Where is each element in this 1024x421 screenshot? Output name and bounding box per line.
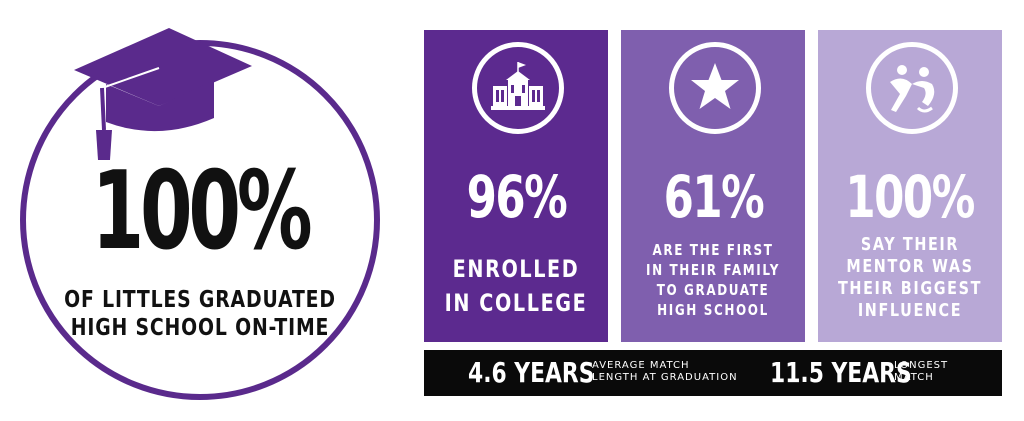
- graduation-cap-icon: [74, 28, 252, 160]
- panel-label-line: MENTOR WAS: [846, 256, 974, 277]
- college-enrollment-percentage: 96%: [466, 163, 567, 231]
- bar-note-line: LONGEST: [894, 360, 949, 371]
- icon-ring: [669, 42, 761, 134]
- average-match-length-note: AVERAGE MATCH LENGTH AT GRADUATION: [592, 360, 738, 384]
- school-building-icon: [491, 62, 545, 110]
- panel-label-line: IN COLLEGE: [444, 289, 588, 317]
- college-enrollment-label: ENROLLED IN COLLEGE: [424, 252, 608, 320]
- panel-label-line: SAY THEIR: [860, 234, 960, 255]
- first-generation-percentage: 61%: [663, 163, 764, 231]
- panel-label-line: IN THEIR FAMILY: [646, 261, 780, 279]
- bar-note-line: AVERAGE MATCH: [592, 360, 690, 371]
- graduation-label-line-2: HIGH SCHOOL ON-TIME: [70, 315, 330, 341]
- bar-note-line: LENGTH AT GRADUATION: [592, 372, 738, 383]
- bar-note-line: MATCH: [894, 372, 934, 383]
- longest-match-value: 11.5 YEARS: [770, 356, 912, 389]
- graduation-percentage: 100%: [91, 149, 313, 274]
- mentor-figures-icon: [890, 65, 935, 113]
- match-stats-bar: 4.6 YEARS AVERAGE MATCH LENGTH AT GRADUA…: [424, 350, 1002, 396]
- mentor-influence-panel: 100% SAY THEIR MENTOR WAS THEIR BIGGEST …: [818, 30, 1002, 342]
- mentor-influence-percentage: 100%: [845, 163, 976, 231]
- college-enrollment-panel: 96% ENROLLED IN COLLEGE: [424, 30, 608, 342]
- star-icon: [691, 63, 739, 109]
- icon-ring: [866, 42, 958, 134]
- first-generation-panel: 61% ARE THE FIRST IN THEIR FAMILY TO GRA…: [621, 30, 805, 342]
- panel-label-line: TO GRADUATE: [656, 281, 770, 299]
- icon-ring: [472, 42, 564, 134]
- mentor-influence-label: SAY THEIR MENTOR WAS THEIR BIGGEST INFLU…: [818, 234, 1002, 322]
- panel-label-line: ENROLLED: [452, 255, 580, 283]
- panel-label-line: HIGH SCHOOL: [657, 301, 769, 319]
- longest-match-note: LONGEST MATCH: [894, 360, 948, 384]
- average-match-length-value: 4.6 YEARS: [468, 356, 595, 389]
- panel-label-line: INFLUENCE: [857, 300, 963, 321]
- first-generation-label: ARE THE FIRST IN THEIR FAMILY TO GRADUAT…: [621, 240, 805, 320]
- graduation-label: OF LITTLES GRADUATED HIGH SCHOOL ON-TIME: [20, 286, 380, 342]
- panel-label-line: ARE THE FIRST: [652, 241, 774, 259]
- graduation-label-line-1: OF LITTLES GRADUATED: [64, 287, 336, 313]
- panel-label-line: THEIR BIGGEST: [838, 278, 982, 299]
- graduation-stat-block: 100% OF LITTLES GRADUATED HIGH SCHOOL ON…: [20, 28, 380, 400]
